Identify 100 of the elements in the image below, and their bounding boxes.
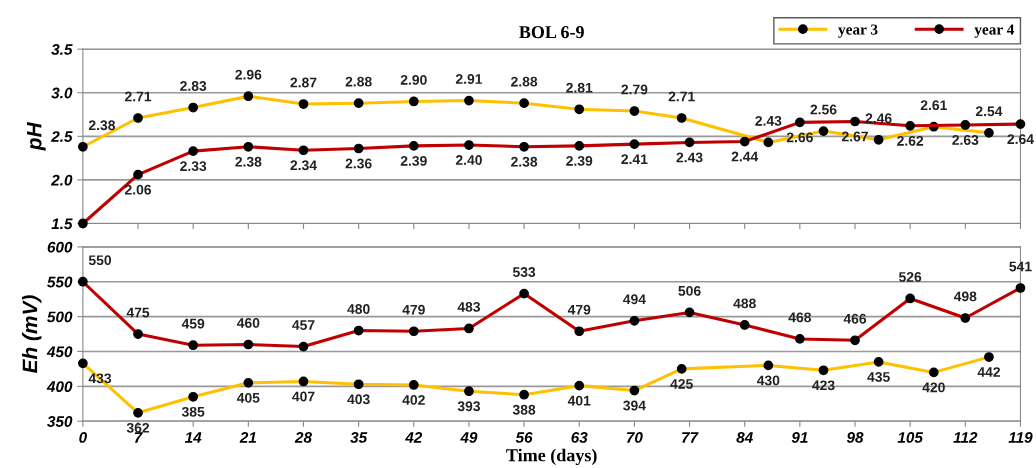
- y-tick-label: 550: [47, 276, 73, 288]
- y-tick-label: 400: [46, 381, 73, 393]
- data-label: 2.38: [235, 156, 262, 167]
- data-label: 2.64: [1007, 134, 1034, 145]
- data-label: 483: [457, 301, 481, 312]
- x-tick-label: 21: [239, 432, 257, 443]
- data-label: 2.39: [566, 155, 593, 166]
- y-axis-title: Eh (mV): [22, 295, 42, 374]
- data-label: 2.79: [621, 84, 648, 95]
- y-axis-title: pH: [27, 122, 46, 151]
- data-label: 2.39: [400, 155, 427, 166]
- data-label: 442: [977, 367, 1000, 377]
- data-label: 2.61: [920, 100, 947, 111]
- x-tick-label: 91: [791, 432, 808, 443]
- y-tick-label: 3.0: [51, 87, 73, 99]
- x-tick-label: 70: [626, 432, 643, 443]
- data-label: 2.62: [897, 135, 924, 146]
- data-label: 480: [347, 304, 370, 314]
- x-tick-label: 28: [294, 432, 312, 443]
- y-tick-label: 350: [47, 416, 73, 427]
- data-label: 460: [236, 318, 260, 328]
- y-tick-label: 500: [47, 311, 73, 323]
- x-tick-label: 42: [405, 432, 423, 443]
- data-label: 541: [1009, 261, 1032, 272]
- data-label: 394: [623, 400, 646, 411]
- data-label: 2.46: [865, 113, 892, 124]
- y-tick-label: 450: [46, 346, 73, 358]
- data-label: 2.36: [345, 158, 372, 169]
- data-label: 2.41: [621, 154, 648, 164]
- x-tick-label: 119: [1008, 432, 1033, 443]
- data-label: 2.91: [455, 74, 483, 84]
- data-label: 2.34: [290, 160, 317, 171]
- data-label: 2.40: [455, 155, 482, 165]
- data-label: 494: [623, 294, 646, 305]
- data-label: 2.88: [345, 76, 372, 87]
- data-label: 457: [292, 320, 315, 330]
- data-label: 425: [670, 378, 693, 389]
- data-label: 2.81: [566, 82, 593, 93]
- data-label: 498: [953, 291, 977, 302]
- data-label: 2.63: [952, 135, 979, 145]
- x-tick-label: 49: [460, 432, 478, 443]
- x-tick-label: 84: [736, 432, 753, 443]
- y-tick-label: 2.5: [50, 131, 73, 142]
- data-label: 479: [567, 304, 591, 315]
- data-label: 479: [402, 304, 425, 315]
- data-label: 405: [236, 392, 260, 403]
- data-label: 459: [181, 318, 205, 329]
- data-label: 430: [756, 375, 780, 386]
- data-label: 2.43: [676, 152, 703, 163]
- data-label: 393: [457, 401, 481, 412]
- data-label: 2.33: [180, 161, 207, 172]
- x-tick-label: 63: [571, 432, 588, 443]
- data-label: 2.88: [511, 76, 538, 87]
- x-tick-label: 98: [846, 432, 864, 443]
- data-label: 2.83: [180, 81, 207, 91]
- x-tick-label: 35: [350, 432, 368, 443]
- x-tick-label: 0: [79, 432, 87, 443]
- data-label: 2.96: [235, 69, 262, 80]
- data-label: 401: [567, 395, 591, 406]
- data-label: 423: [812, 380, 835, 391]
- data-label: 2.71: [125, 91, 152, 102]
- data-label: 2.38: [511, 156, 538, 167]
- x-axis-title: Time (days): [506, 448, 597, 466]
- x-tick-label: 7: [134, 432, 143, 443]
- legend-label: year 4: [974, 24, 1015, 38]
- data-label: 2.43: [755, 115, 782, 126]
- x-tick-label: 77: [682, 432, 699, 443]
- y-tick-label: 600: [47, 241, 73, 253]
- data-label: 533: [512, 267, 536, 277]
- y-tick-label: 1.5: [51, 218, 73, 230]
- data-label: 2.54: [975, 106, 1003, 117]
- data-label: 388: [512, 404, 536, 415]
- data-label: 2.06: [125, 184, 152, 195]
- x-tick-label: 56: [515, 432, 533, 443]
- data-label: 475: [126, 307, 150, 318]
- data-label: 526: [899, 272, 922, 282]
- data-label: 385: [181, 406, 205, 417]
- data-label: 407: [292, 391, 315, 402]
- data-label: 403: [347, 394, 370, 405]
- data-label: 420: [922, 382, 945, 393]
- data-label: 488: [733, 298, 756, 309]
- y-tick-label: 3.5: [51, 44, 73, 55]
- y-tick-label: 2.0: [50, 174, 73, 186]
- data-label: 2.56: [810, 104, 837, 115]
- data-label: 466: [843, 313, 867, 324]
- x-tick-label: 105: [897, 432, 924, 443]
- data-label: 435: [867, 372, 890, 382]
- data-label: 468: [788, 312, 812, 323]
- chart-title: BOL 6-9: [519, 26, 584, 39]
- data-label: 506: [678, 285, 701, 296]
- data-label: 402: [402, 395, 425, 405]
- data-label: 2.71: [668, 91, 695, 102]
- data-label: 2.90: [400, 74, 427, 85]
- data-label: 550: [88, 255, 112, 266]
- legend-label: year 3: [838, 24, 878, 38]
- data-label: 362: [126, 422, 150, 433]
- x-tick-label: 14: [184, 432, 202, 443]
- data-label: 2.38: [88, 120, 116, 131]
- x-tick-label: 112: [953, 432, 978, 443]
- data-label: 2.44: [731, 151, 759, 162]
